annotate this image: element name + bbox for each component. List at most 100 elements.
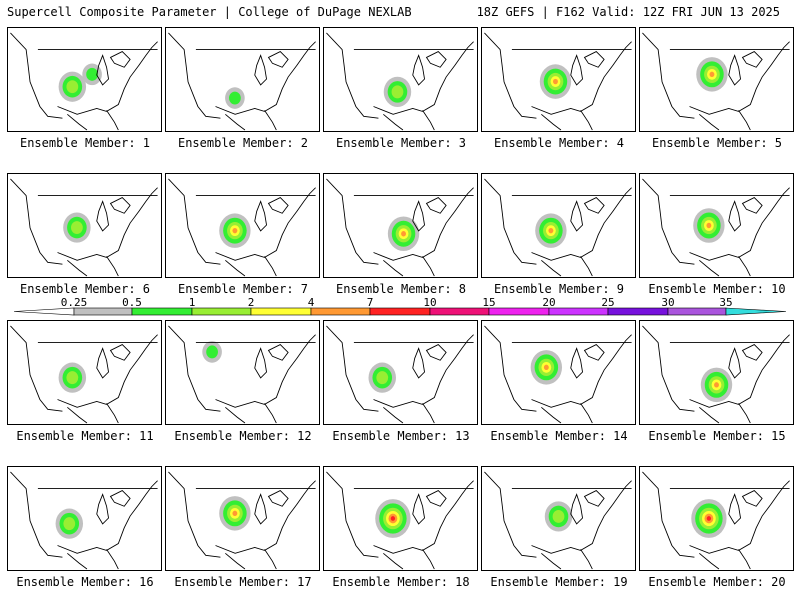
member-caption: Ensemble Member: 20 (648, 575, 786, 589)
coastline-border (642, 32, 790, 131)
color-scale-low-arrow (13, 307, 75, 316)
scp-contour (401, 231, 406, 237)
member-caption: Ensemble Member: 14 (490, 429, 628, 443)
member-caption: Ensemble Member: 10 (648, 282, 786, 296)
color-scale-tick-label: 4 (307, 296, 315, 309)
scp-contour (391, 85, 404, 99)
coastline-border (484, 325, 632, 424)
us-map (481, 173, 636, 278)
member-caption: Ensemble Member: 5 (651, 136, 783, 150)
coastline-border (642, 471, 790, 570)
coastline-border (326, 325, 474, 424)
coastline-border (326, 178, 474, 277)
map-panel (323, 173, 478, 278)
member-caption: Ensemble Member: 16 (16, 575, 154, 589)
member-caption: Ensemble Member: 19 (490, 575, 628, 589)
map-panel (481, 320, 636, 425)
scp-contour (66, 80, 79, 94)
color-scale-high-arrow (725, 307, 787, 316)
member-caption: Ensemble Member: 9 (493, 282, 625, 296)
scp-contour (66, 371, 79, 385)
color-scale (13, 307, 787, 316)
map-panel (639, 27, 794, 132)
map-panel (7, 466, 162, 571)
map-panel (639, 320, 794, 425)
map-panel (323, 27, 478, 132)
member-caption: Ensemble Member: 4 (493, 136, 625, 150)
coastline-border (326, 471, 474, 570)
color-scale-segment (250, 307, 312, 316)
coastline-border (168, 178, 316, 277)
us-map (639, 466, 794, 571)
scp-contour (232, 227, 238, 234)
page-title: Supercell Composite Parameter | College … (7, 5, 412, 19)
us-map (323, 320, 478, 425)
scp-contour (232, 510, 238, 517)
map-panel (165, 466, 320, 571)
color-scale-segment (131, 307, 193, 316)
map-panel (7, 320, 162, 425)
us-map (639, 173, 794, 278)
us-map (165, 27, 320, 132)
color-scale-tick-label: 7 (366, 296, 374, 309)
coastline-border (484, 178, 632, 277)
color-scale-tick-label: 0.5 (122, 296, 142, 309)
member-caption: Ensemble Member: 13 (332, 429, 470, 443)
member-caption: Ensemble Member: 2 (177, 136, 309, 150)
color-scale-segment (191, 307, 252, 316)
coastline-border (10, 32, 158, 131)
color-scale-segment (548, 307, 609, 316)
scp-contour (206, 345, 218, 359)
member-caption: Ensemble Member: 6 (19, 282, 151, 296)
us-map (7, 27, 162, 132)
scp-contour (552, 509, 565, 523)
scp-contour (709, 71, 715, 78)
map-panel (7, 173, 162, 278)
scp-contour (706, 516, 712, 521)
coastline-border (484, 471, 632, 570)
member-caption: Ensemble Member: 11 (16, 429, 154, 443)
color-scale-tick-label: 10 (423, 296, 437, 309)
color-scale-segment (488, 307, 550, 316)
map-panel (165, 173, 320, 278)
us-map (639, 320, 794, 425)
member-caption: Ensemble Member: 17 (174, 575, 312, 589)
color-scale-tick-label: 15 (482, 296, 496, 309)
scp-contour (548, 227, 554, 234)
color-scale-tick-label: 0.25 (60, 296, 88, 309)
coastline-border (10, 178, 158, 277)
coastline-border (10, 325, 158, 424)
us-map (323, 173, 478, 278)
us-map (7, 173, 162, 278)
color-scale-segment (607, 307, 669, 316)
scp-contour (63, 517, 76, 531)
member-caption: Ensemble Member: 8 (335, 282, 467, 296)
us-map (481, 27, 636, 132)
member-caption: Ensemble Member: 12 (174, 429, 312, 443)
us-map (323, 27, 478, 132)
scp-contour (376, 371, 389, 385)
color-scale-tick-label: 1 (188, 296, 196, 309)
map-panel (639, 173, 794, 278)
us-map (165, 320, 320, 425)
us-map (481, 466, 636, 571)
member-caption: Ensemble Member: 18 (332, 575, 470, 589)
color-scale-segment (369, 307, 431, 316)
coastline-border (484, 32, 632, 131)
scp-contour (543, 364, 549, 371)
color-scale-tick-label: 25 (601, 296, 615, 309)
coastline-border (642, 178, 790, 277)
color-scale-segment (73, 307, 133, 316)
member-caption: Ensemble Member: 7 (177, 282, 309, 296)
scp-contour (86, 67, 98, 81)
coastline-border (168, 32, 316, 131)
color-scale-tick-label: 2 (247, 296, 255, 309)
us-map (323, 466, 478, 571)
member-caption: Ensemble Member: 1 (19, 136, 151, 150)
coastline-border (326, 32, 474, 131)
scp-contour (229, 91, 241, 105)
map-panel (323, 320, 478, 425)
color-scale-segment (310, 307, 371, 316)
map-panel (481, 27, 636, 132)
color-scale-tick-label: 35 (719, 296, 733, 309)
